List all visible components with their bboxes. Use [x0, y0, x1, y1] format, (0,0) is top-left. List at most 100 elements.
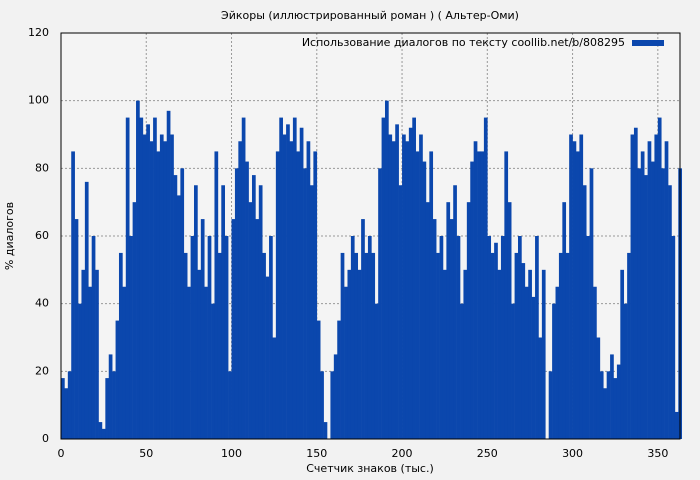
bar: [142, 134, 147, 439]
bar: [221, 185, 226, 439]
bar: [422, 161, 427, 440]
bar: [88, 286, 92, 439]
bar: [565, 252, 570, 439]
bar: [640, 151, 645, 439]
bar: [528, 269, 532, 439]
bar: [606, 371, 611, 439]
bar: [183, 252, 188, 439]
bar: [593, 286, 597, 439]
bar: [456, 236, 461, 439]
y-tick-label: 60: [35, 229, 49, 242]
bar: [603, 388, 607, 439]
bar: [214, 151, 219, 439]
bar: [81, 269, 86, 439]
bar: [200, 219, 205, 439]
bar: [483, 117, 488, 439]
bar: [623, 303, 628, 439]
bar: [166, 110, 171, 440]
x-tick-label: 0: [58, 447, 65, 460]
bar: [514, 252, 519, 439]
bar: [248, 202, 253, 439]
bar: [159, 134, 164, 439]
bar: [255, 219, 260, 439]
bar: [497, 269, 502, 439]
bar: [388, 134, 393, 439]
bar: [668, 185, 672, 439]
bar: [616, 364, 621, 439]
bar: [494, 242, 498, 439]
legend-label: Использование диалогов по тексту coollib…: [302, 36, 625, 49]
bar: [333, 354, 338, 439]
bar: [245, 161, 249, 440]
legend-swatch: [632, 40, 664, 46]
bar: [637, 168, 642, 440]
bar: [405, 141, 410, 439]
bar: [432, 219, 437, 439]
bar: [129, 236, 133, 439]
bar: [654, 134, 659, 439]
bar: [582, 185, 587, 439]
bar: [644, 175, 648, 439]
bar: [101, 428, 106, 439]
x-tick-label: 300: [562, 447, 583, 460]
x-tick-label: 100: [221, 447, 242, 460]
y-tick-label: 40: [35, 297, 49, 310]
bar: [398, 185, 403, 439]
bar: [78, 303, 82, 439]
y-axis-label: % диалогов: [3, 202, 16, 270]
bar: [657, 117, 662, 439]
bar: [439, 236, 444, 439]
bar: [480, 151, 485, 439]
bar: [500, 236, 505, 439]
x-tick-label: 200: [392, 447, 413, 460]
bar: [330, 371, 335, 439]
bar: [340, 252, 345, 439]
bar: [207, 236, 212, 439]
bar: [357, 269, 362, 439]
bar: [364, 252, 369, 439]
bar: [531, 296, 536, 439]
bar: [125, 117, 130, 439]
bar: [64, 388, 69, 439]
bar: [572, 141, 577, 439]
bar: [436, 252, 440, 439]
bar: [371, 252, 376, 439]
bar: [674, 411, 679, 439]
bar: [558, 252, 563, 439]
bar: [671, 236, 676, 439]
bar: [470, 161, 474, 440]
bar: [190, 236, 195, 439]
bar: [347, 269, 352, 439]
bar: [173, 175, 178, 439]
bar: [217, 252, 222, 439]
bar: [275, 151, 280, 439]
x-axis-label: Счетчик знаков (тыс.): [306, 462, 434, 475]
chart-title: Эйкоры (иллюстрированный роман ) ( Альте…: [221, 9, 519, 22]
y-tick-label: 100: [28, 94, 49, 107]
bar: [258, 185, 263, 439]
bar: [449, 219, 454, 439]
bar: [555, 286, 560, 439]
bar: [647, 141, 652, 439]
bar: [272, 337, 277, 439]
bar: [589, 168, 594, 440]
x-tick-label: 250: [477, 447, 498, 460]
bar: [316, 320, 321, 439]
bar: [265, 276, 270, 439]
bar: [84, 181, 89, 439]
bar: [354, 252, 359, 439]
bar: [429, 151, 434, 439]
bar: [408, 127, 413, 439]
bar: [586, 236, 590, 439]
bar: [384, 100, 389, 440]
bar: [627, 252, 631, 439]
bar: [344, 286, 348, 439]
bar: [575, 151, 580, 439]
bar: [262, 252, 266, 439]
bar: [67, 371, 72, 439]
bar: [415, 151, 420, 439]
bar: [241, 117, 246, 439]
bar: [381, 117, 386, 439]
bar: [620, 269, 625, 439]
